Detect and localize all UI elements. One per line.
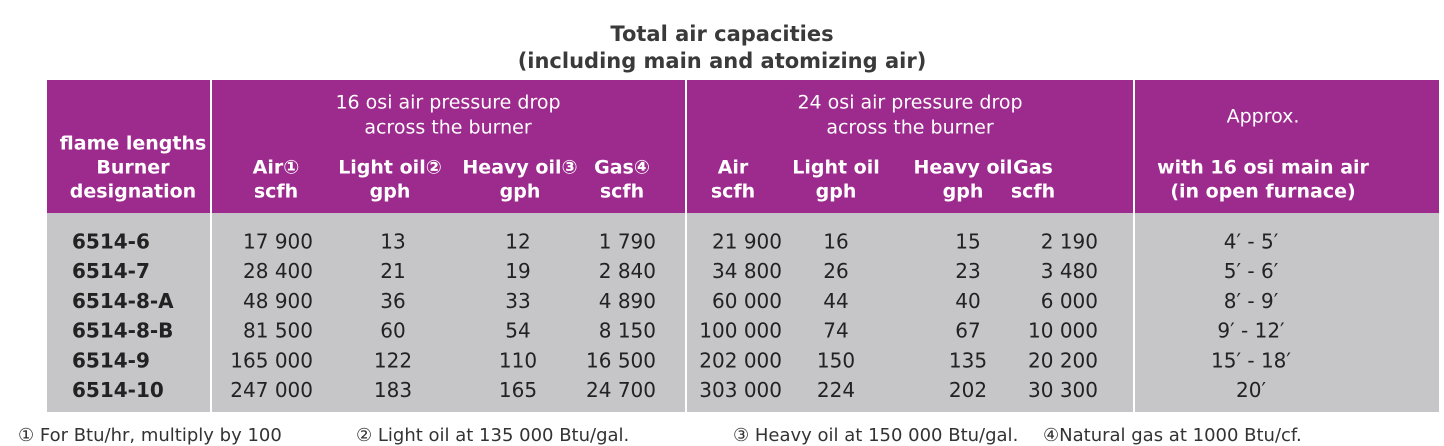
group-header: 16 osi air pressure drop (335, 92, 560, 114)
column-header: Light oil② (338, 157, 442, 179)
column-header: scfh (1011, 181, 1055, 203)
cell: 122 (374, 348, 412, 372)
cell: 150 (817, 348, 855, 372)
cell: 19 (505, 259, 530, 283)
cell: 135 (949, 348, 987, 372)
cell: 165 000 (230, 348, 313, 372)
cell: 20 200 (1028, 348, 1098, 372)
cell: 26 (823, 259, 848, 283)
cell: 110 (499, 348, 537, 372)
cell: 202 000 (699, 348, 782, 372)
cell: 21 900 (712, 230, 782, 254)
cell: 1 790 (599, 230, 656, 254)
cell: 8′ - 9′ (1224, 289, 1279, 313)
cell: 13 (380, 230, 405, 254)
title: Total air capacities (610, 22, 833, 46)
cell: 9′ - 12′ (1217, 319, 1285, 343)
cell: 67 (955, 319, 980, 343)
group-header: across the burner (364, 117, 531, 139)
column-header: scfh (600, 181, 644, 203)
cell: 44 (823, 289, 848, 313)
cell: 74 (823, 319, 848, 343)
cell: 40 (955, 289, 980, 313)
cell: 202 (949, 378, 987, 402)
column-header: flame lengths (60, 133, 207, 155)
row-label: 6514-10 (72, 378, 164, 402)
column-header: (in open furnace) (1170, 181, 1355, 203)
row-label: 6514-9 (72, 348, 150, 372)
cell: 48 900 (243, 289, 313, 313)
cell: 2 190 (1041, 230, 1098, 254)
row-label: 6514-6 (72, 230, 150, 254)
column-header: gph (370, 181, 411, 203)
row-label: 6514-8-A (72, 289, 174, 313)
column-header: designation (70, 181, 196, 203)
column-header: Heavy oil (913, 157, 1012, 179)
cell: 183 (374, 378, 412, 402)
cell: 17 900 (243, 230, 313, 254)
column-header: Air (718, 157, 749, 179)
cell: 4 890 (599, 289, 656, 313)
title: (including main and atomizing air) (518, 49, 927, 73)
cell: 20′ (1236, 378, 1266, 402)
cell: 165 (499, 378, 537, 402)
cell: 15′ - 18′ (1211, 348, 1291, 372)
cell: 23 (955, 259, 980, 283)
cell: 12 (505, 230, 530, 254)
column-header: scfh (711, 181, 755, 203)
row-label: 6514-8-B (72, 319, 173, 343)
cell: 2 840 (599, 259, 656, 283)
cell: 36 (380, 289, 405, 313)
cell: 15 (955, 230, 980, 254)
cell: 4′ - 5′ (1224, 230, 1279, 254)
column-header: Burner (96, 157, 170, 179)
cell: 33 (505, 289, 530, 313)
cell: 24 700 (586, 378, 656, 402)
column-header: Heavy oil③ (462, 157, 577, 179)
cell: 81 500 (243, 319, 313, 343)
cell: 16 500 (586, 348, 656, 372)
cell: 30 300 (1028, 378, 1098, 402)
group-header: across the burner (826, 117, 993, 139)
column-header: gph (816, 181, 857, 203)
footnote: ① For Btu/hr, multiply by 100 (18, 425, 282, 446)
column-header: gph (500, 181, 541, 203)
cell: 8 150 (599, 319, 656, 343)
column-header: Gas④ (594, 157, 650, 179)
group-header: 24 osi air pressure drop (797, 92, 1022, 114)
column-header: Air① (253, 157, 300, 179)
cell: 21 (380, 259, 405, 283)
footnote: ④Natural gas at 1000 Btu/cf. (1043, 425, 1302, 446)
cell: 28 400 (243, 259, 313, 283)
cell: 224 (817, 378, 855, 402)
cell: 100 000 (699, 319, 782, 343)
cell: 10 000 (1028, 319, 1098, 343)
cell: 54 (505, 319, 530, 343)
column-header: with 16 osi main air (1157, 157, 1369, 179)
cell: 247 000 (230, 378, 313, 402)
footnote: ③ Heavy oil at 150 000 Btu/gal. (733, 425, 1018, 446)
cell: 6 000 (1041, 289, 1098, 313)
column-header: Light oil (792, 157, 880, 179)
column-header: scfh (254, 181, 298, 203)
header-band (47, 80, 1439, 213)
cell: 303 000 (699, 378, 782, 402)
body-band (47, 213, 1439, 412)
cell: 34 800 (712, 259, 782, 283)
cell: 60 000 (712, 289, 782, 313)
column-header: gph (943, 181, 984, 203)
row-label: 6514-7 (72, 259, 150, 283)
cell: 60 (380, 319, 405, 343)
cell: 5′ - 6′ (1224, 259, 1279, 283)
footnote: ② Light oil at 135 000 Btu/gal. (356, 425, 629, 446)
cell: 3 480 (1041, 259, 1098, 283)
cell: 16 (823, 230, 848, 254)
column-header: Gas (1013, 157, 1053, 179)
group-header: Approx. (1227, 106, 1300, 128)
